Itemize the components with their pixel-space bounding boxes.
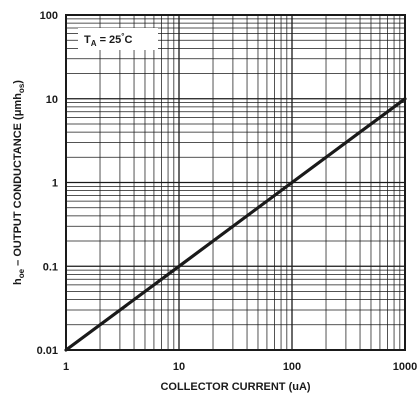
x-axis-label: COLLECTOR CURRENT (uA) <box>160 381 310 393</box>
y-tick-label: 0.01 <box>37 345 58 357</box>
x-tick-label: 10 <box>173 361 185 373</box>
series-layer <box>64 97 407 352</box>
annotation-degree: ° <box>121 32 124 41</box>
x-tick-label: 1000 <box>393 361 417 373</box>
y-label-end: ) <box>12 80 24 84</box>
series-line <box>64 97 407 352</box>
y-tick-label: 0.1 <box>43 261 58 273</box>
grid <box>66 15 405 350</box>
y-tick-labels: 0.01 0.1 1 10 100 <box>37 10 58 357</box>
x-tick-labels: 1 10 100 1000 <box>63 361 417 373</box>
y-tick-label: 10 <box>46 94 58 106</box>
annotation-box <box>78 28 158 50</box>
plot-frame <box>65 14 406 351</box>
annotation-unit: C <box>125 34 133 46</box>
temperature-annotation: TA = 25°C <box>78 28 158 50</box>
x-tick-label: 100 <box>283 361 301 373</box>
y-tick-label: 100 <box>40 10 58 22</box>
annotation-rest: = 25 <box>97 34 122 46</box>
y-label-rest: – OUTPUT CONDUCTANCE (μmh <box>12 93 24 269</box>
annotation-sub: A <box>91 39 97 48</box>
x-tick-label: 1 <box>63 361 69 373</box>
y-label-sub: oe <box>17 268 26 278</box>
y-label-sub2: os <box>17 83 26 93</box>
y-tick-label: 1 <box>52 178 58 190</box>
y-axis-label: hoe – OUTPUT CONDUCTANCE (μmhos) <box>12 80 26 285</box>
y-label-main: h <box>12 278 24 285</box>
annotation-t: T <box>84 34 91 46</box>
annotation-text: TA = 25°C <box>84 32 133 48</box>
